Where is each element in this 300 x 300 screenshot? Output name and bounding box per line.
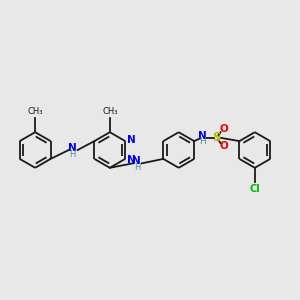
Text: S: S: [212, 131, 221, 144]
Text: O: O: [219, 124, 228, 134]
Text: H: H: [200, 137, 206, 146]
Text: H: H: [134, 163, 140, 172]
Text: N: N: [132, 156, 141, 166]
Text: H: H: [70, 149, 76, 158]
Text: Cl: Cl: [249, 184, 260, 194]
Text: N: N: [68, 143, 77, 153]
Text: CH₃: CH₃: [27, 107, 43, 116]
Text: N: N: [127, 135, 136, 145]
Text: CH₃: CH₃: [102, 107, 118, 116]
Text: O: O: [219, 141, 228, 151]
Text: N: N: [198, 131, 207, 141]
Text: N: N: [127, 155, 136, 165]
